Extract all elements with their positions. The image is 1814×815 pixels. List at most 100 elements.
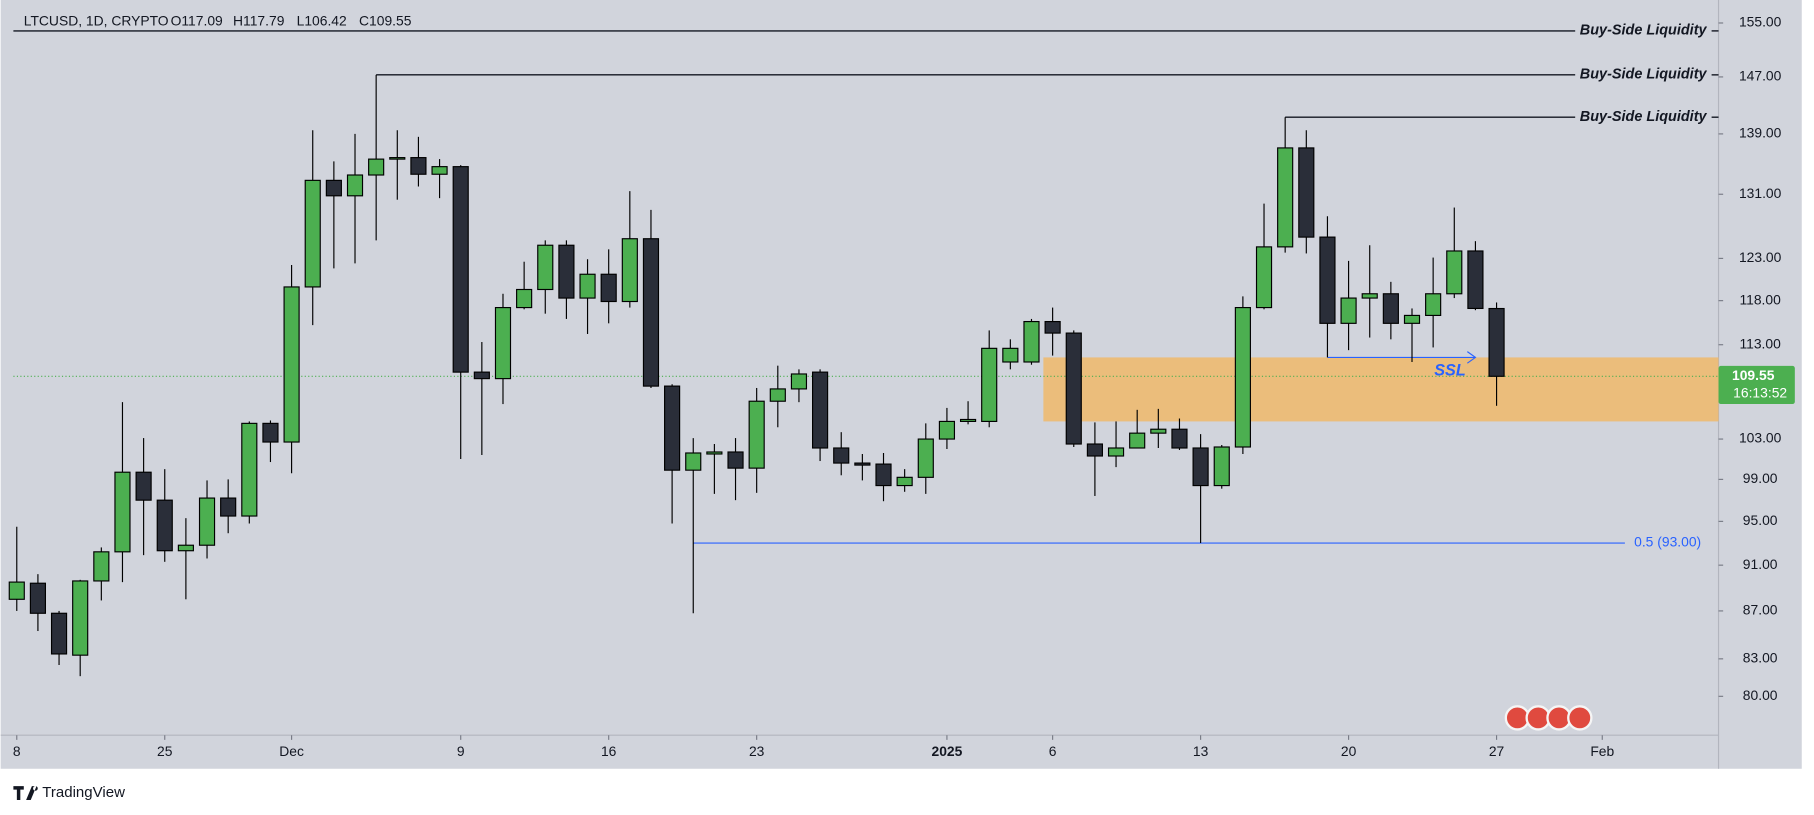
candle-body	[790, 373, 808, 390]
candle-body	[368, 158, 385, 176]
brand-name: TradingView	[42, 784, 125, 801]
candle-body	[1403, 314, 1421, 324]
candle-body	[283, 286, 300, 443]
y-tick-label: 80.00	[1743, 687, 1778, 703]
candle-body	[389, 157, 406, 160]
candle-body	[516, 288, 533, 309]
candle-body	[600, 273, 617, 303]
last-price-badge	[1718, 365, 1795, 405]
event-icons	[1504, 705, 1593, 731]
candle-body	[558, 244, 575, 299]
candle-body	[1107, 447, 1125, 457]
candle-body	[304, 179, 321, 288]
candle-body	[494, 306, 512, 380]
candle-body	[241, 422, 258, 517]
x-tick-label: 16	[601, 743, 617, 759]
x-tick-label: 25	[157, 743, 173, 759]
candle-body	[72, 580, 89, 656]
candle-body	[1002, 347, 1019, 363]
candle-body	[685, 452, 702, 471]
ohlc-value: H117.79	[233, 13, 285, 29]
plot: 155.00 147.00 139.00 131.00 123.00 118.00 113.…	[8, 13, 1795, 759]
x-tick-label: 8	[13, 743, 21, 759]
candle-body	[1129, 432, 1146, 449]
candle-body	[1086, 443, 1103, 457]
candle-body	[875, 463, 892, 487]
candle-body	[981, 347, 998, 422]
candle-body	[537, 244, 554, 291]
fib-label: 0.5 (93.00)	[1634, 534, 1701, 550]
candle-body	[854, 462, 871, 466]
candle-body	[1192, 447, 1209, 487]
y-tick-label: 103.00	[1739, 430, 1782, 446]
candle-body	[452, 166, 469, 373]
candle-body	[346, 174, 364, 197]
x-tick-label: Feb	[1590, 743, 1614, 759]
y-tick-label: 113.00	[1739, 335, 1781, 351]
candle-body	[156, 499, 173, 552]
countdown: 16:13:52	[1733, 384, 1787, 400]
candle-body	[410, 157, 427, 175]
candle-body	[938, 420, 956, 440]
liquidity-label: Buy-Side Liquidity	[1580, 109, 1708, 125]
candle-body	[220, 497, 237, 517]
x-tick-label: 13	[1193, 743, 1209, 759]
candle-body	[1277, 147, 1294, 248]
candle-body	[833, 447, 850, 464]
candle-body	[262, 422, 279, 443]
y-tick-label: 91.00	[1743, 556, 1778, 572]
candle-body	[642, 238, 660, 387]
candle-body	[664, 385, 681, 471]
y-tick-label: 155.00	[1739, 14, 1782, 30]
candle-body	[1150, 428, 1167, 434]
candle-body	[917, 438, 934, 478]
candle-body	[50, 612, 68, 655]
candle-body	[1488, 307, 1505, 377]
candle-body	[1298, 147, 1315, 238]
y-tick-label: 83.00	[1743, 650, 1778, 666]
candle-body	[1023, 320, 1040, 363]
candle-body	[1382, 293, 1399, 324]
candle-body	[896, 476, 913, 487]
candle-body	[959, 418, 977, 422]
ssl-arrowhead	[1466, 351, 1477, 364]
liquidity-label: Buy-Side Liquidity	[1580, 67, 1708, 83]
candle-body	[29, 582, 47, 614]
candle-body	[579, 273, 596, 299]
candle-body	[1425, 293, 1442, 316]
y-tick-label: 118.00	[1739, 291, 1781, 307]
candle-body	[135, 471, 152, 501]
y-tick-label: 95.00	[1743, 512, 1778, 528]
brand-logo	[13, 786, 38, 800]
candle-body	[1044, 320, 1061, 334]
candle-body	[114, 471, 131, 553]
candle-body	[8, 581, 25, 600]
ohlc-value: C109.55	[359, 13, 412, 29]
candle-body	[198, 497, 216, 546]
liquidity-label: Buy-Side Liquidity	[1580, 23, 1708, 39]
x-tick-label: 2025	[932, 743, 963, 759]
candle-body	[1361, 293, 1378, 299]
candle-body	[1255, 246, 1273, 309]
candle-body	[1171, 428, 1188, 449]
candle-body	[473, 371, 490, 380]
ohlc-value: O117.09	[171, 13, 223, 29]
y-tick-label: 131.00	[1739, 185, 1782, 201]
x-tick-label: 9	[457, 743, 465, 759]
candle-body	[1340, 297, 1357, 324]
zone	[1043, 357, 1719, 422]
y-tick-label: 139.00	[1739, 125, 1782, 141]
candle-body	[1234, 306, 1251, 448]
y-tick-label: 123.00	[1739, 249, 1782, 265]
candle-body	[1446, 250, 1463, 295]
y-tick-label: 147.00	[1739, 68, 1782, 84]
candle-body	[748, 400, 765, 469]
x-tick-label: 20	[1341, 743, 1357, 759]
candle-body	[621, 238, 638, 303]
candle-body	[769, 388, 786, 402]
candle-body	[431, 166, 448, 175]
candle-body	[1319, 236, 1336, 324]
candle-body	[1467, 250, 1484, 310]
